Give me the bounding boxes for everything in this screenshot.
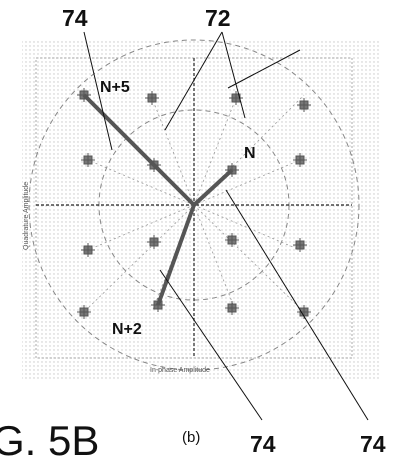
- vector-n: [192, 168, 234, 207]
- constellation-point: [225, 233, 239, 247]
- ref-label-74-bottom-right: 74: [360, 431, 386, 457]
- ref-label-74-top: 74: [62, 5, 88, 31]
- constellation-point: [145, 91, 159, 105]
- constellation-point: [225, 301, 239, 315]
- figure-label: G. 5B: [0, 417, 99, 464]
- constellation-point: [293, 153, 307, 167]
- constellation-point: [297, 98, 311, 112]
- constellation-point: [77, 305, 91, 319]
- ref-label-74-bottom-left: 74: [250, 431, 276, 457]
- vector-n-plus-2: [156, 204, 196, 306]
- point-label-n-plus-5: N+5: [100, 79, 130, 96]
- figure-sub-label: (b): [182, 429, 200, 446]
- outer-circle: [28, 39, 360, 371]
- x-axis-label: In-phase Amplitude: [150, 367, 210, 374]
- point-label-n-plus-2: N+2: [112, 321, 142, 338]
- constellation-point: [81, 153, 95, 167]
- constellation-point: [293, 238, 307, 252]
- constellation-point: [81, 243, 95, 257]
- constellation-point: [147, 235, 161, 249]
- leader-lines: [83, 31, 369, 421]
- y-axis-label: Quadrature Amplitude: [23, 182, 30, 250]
- plot-background: [22, 40, 380, 380]
- vector-n-plus-5: [82, 93, 196, 207]
- point-label-n: N: [244, 145, 256, 162]
- ref-label-72: 72: [205, 5, 231, 31]
